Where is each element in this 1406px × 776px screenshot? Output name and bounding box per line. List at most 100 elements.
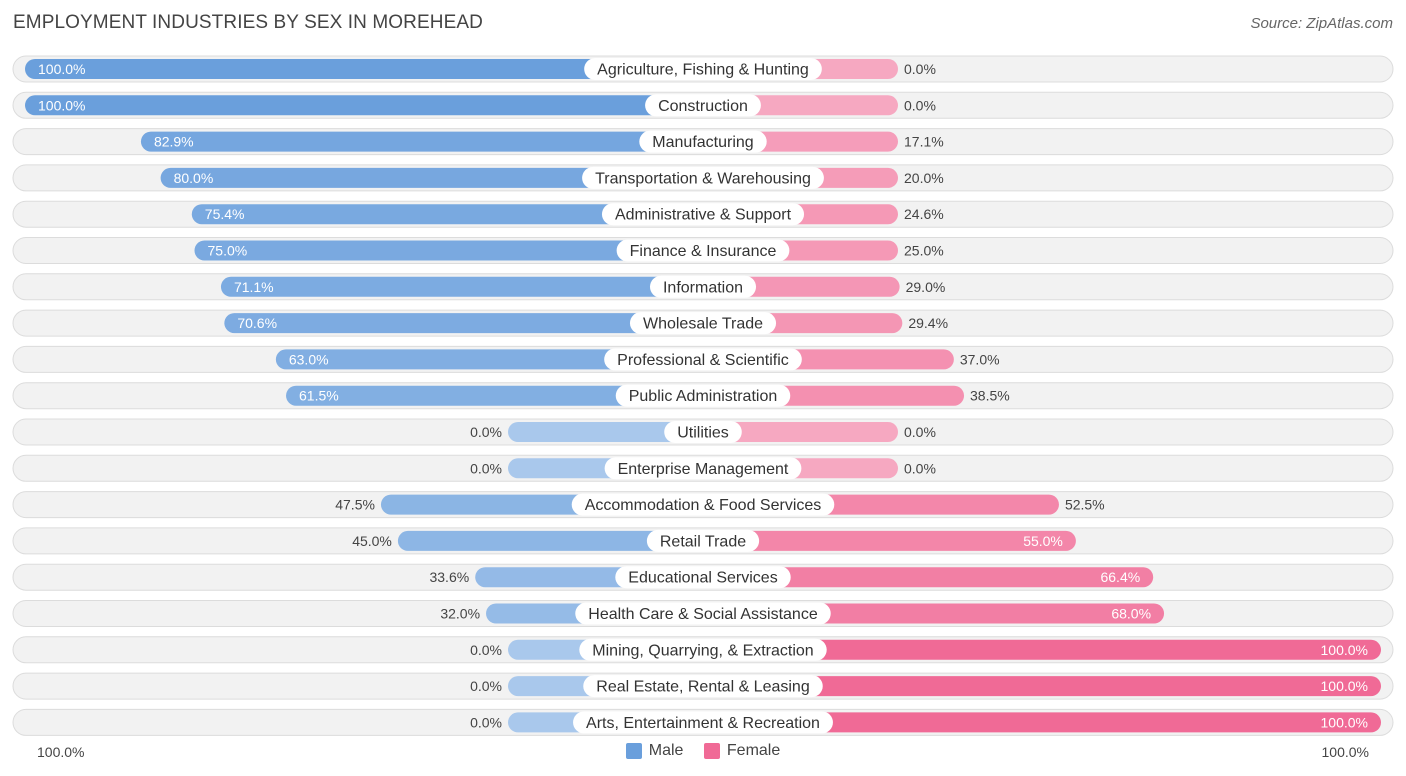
male-value-label: 0.0%	[470, 460, 502, 476]
male-bar	[25, 59, 703, 79]
category-label: Administrative & Support	[615, 207, 792, 224]
female-bar	[703, 530, 1076, 551]
male-bar	[275, 349, 703, 370]
category-label: Retail Trade	[660, 533, 746, 550]
legend: Male Female	[0, 742, 1406, 764]
male-value-label: 0.0%	[470, 714, 502, 730]
female-value-label: 17.1%	[904, 134, 944, 150]
male-value-label: 63.0%	[289, 351, 329, 367]
chart-row: Manufacturing 82.9% 17.1%	[12, 128, 1394, 156]
female-bar	[703, 567, 1154, 588]
male-value-label: 45.0%	[352, 533, 392, 549]
chart-row: Finance & Insurance 75.0% 25.0%	[12, 237, 1394, 264]
chart-canvas: Agriculture, Fishing & Hunting 100.0% 0.0%…	[12, 55, 1394, 736]
male-value-label: 100.0%	[38, 61, 85, 77]
chart-row: Public Administration 61.5% 38.5%	[12, 382, 1394, 410]
male-bar	[508, 422, 703, 442]
chart-row: Mining, Quarrying, & Extraction 0.0% 100.0…	[12, 636, 1394, 664]
male-value-label: 47.5%	[335, 497, 375, 513]
male-value-label: 33.6%	[429, 569, 469, 585]
female-bar	[703, 639, 1381, 660]
category-label: Enterprise Management	[618, 461, 789, 478]
category-label-pill	[584, 58, 822, 80]
category-label-pill	[582, 166, 824, 189]
male-value-label: 0.0%	[470, 642, 502, 658]
male-bar	[194, 240, 703, 261]
chart-row: Educational Services 33.6% 66.4%	[12, 563, 1394, 591]
category-label-pill	[604, 457, 802, 480]
category-label-pill	[616, 239, 790, 262]
male-bar	[160, 167, 704, 188]
female-value-label: 0.0%	[904, 424, 936, 440]
female-value-label: 0.0%	[904, 61, 936, 77]
female-bar	[703, 676, 1381, 697]
category-label: Wholesale Trade	[643, 316, 763, 333]
category-label-pill	[649, 275, 757, 298]
male-value-label: 0.0%	[470, 424, 502, 440]
male-bar	[191, 204, 703, 225]
female-value-label: 38.5%	[970, 388, 1010, 404]
chart-row: Construction 100.0% 0.0%	[12, 91, 1394, 119]
axis-right-label: 100.0%	[1321, 744, 1369, 760]
chart-row: Utilities 0.0% 0.0%	[12, 418, 1394, 446]
legend-item-female: Female	[703, 742, 781, 760]
male-value-label: 82.9%	[154, 134, 194, 150]
category-label-pill	[604, 348, 802, 371]
category-label-pill	[615, 384, 791, 407]
female-value-label: 29.4%	[908, 315, 948, 331]
female-value-label: 55.0%	[1023, 533, 1063, 549]
female-value-label: 20.0%	[904, 170, 944, 186]
category-label: Information	[663, 279, 743, 296]
female-value-label: 37.0%	[960, 351, 1000, 367]
category-label: Health Care & Social Assistance	[588, 606, 818, 623]
axis-left-label: 100.0%	[37, 744, 85, 760]
female-value-label: 29.0%	[906, 279, 946, 295]
female-value-label: 100.0%	[1321, 642, 1368, 658]
male-value-label: 0.0%	[470, 678, 502, 694]
male-bar	[286, 385, 703, 406]
category-label-pill	[579, 638, 827, 661]
category-label: Construction	[658, 98, 748, 115]
category-label-pill	[601, 203, 805, 226]
chart-row: Accommodation & Food Services 47.5% 52.5%	[12, 491, 1394, 519]
category-label-pill	[575, 602, 831, 625]
category-label: Real Estate, Rental & Leasing	[596, 679, 809, 696]
category-label: Public Administration	[629, 388, 778, 405]
male-value-label: 100.0%	[38, 97, 85, 113]
female-bar	[703, 422, 898, 442]
male-value-label: 61.5%	[299, 388, 339, 404]
chart-title: EMPLOYMENT INDUSTRIES BY SEX IN MOREHEAD	[13, 12, 483, 33]
chart-row: Agriculture, Fishing & Hunting 100.0% 0.0%	[12, 55, 1394, 83]
category-label-pill	[639, 130, 767, 153]
legend-swatch-female	[703, 743, 720, 759]
category-label-pill	[646, 529, 760, 552]
female-value-label: 68.0%	[1111, 606, 1151, 622]
female-value-label: 24.6%	[904, 206, 944, 222]
chart-row: Health Care & Social Assistance 32.0% 68.0…	[12, 600, 1394, 627]
male-value-label: 32.0%	[440, 606, 480, 622]
category-label: Professional & Scientific	[617, 352, 789, 369]
female-value-label: 100.0%	[1321, 714, 1368, 730]
legend-label-female: Female	[726, 742, 781, 759]
category-label: Arts, Entertainment & Recreation	[586, 715, 820, 732]
male-bar	[25, 95, 703, 116]
male-value-label: 71.1%	[234, 279, 274, 295]
chart-row: Enterprise Management 0.0% 0.0%	[12, 454, 1394, 482]
legend-item-male: Male	[625, 742, 683, 760]
male-bar	[397, 530, 703, 551]
male-value-label: 75.0%	[208, 243, 248, 259]
category-label-pill	[664, 421, 742, 443]
female-value-label: 25.0%	[904, 243, 944, 259]
category-label: Utilities	[677, 425, 729, 442]
chart-row: Arts, Entertainment & Recreation 0.0% 100.…	[12, 708, 1394, 736]
male-bar	[140, 131, 704, 152]
category-label: Finance & Insurance	[630, 243, 777, 260]
female-value-label: 0.0%	[904, 460, 936, 476]
female-value-label: 52.5%	[1065, 497, 1105, 513]
category-label-pill	[645, 94, 761, 117]
chart-row: Retail Trade 45.0% 55.0%	[12, 527, 1394, 555]
female-value-label: 100.0%	[1321, 678, 1368, 694]
chart-row: Real Estate, Rental & Leasing 0.0% 100.0%	[12, 672, 1394, 700]
chart-row: Wholesale Trade 70.6% 29.4%	[12, 309, 1394, 337]
source-label: Source: ZipAtlas.com	[1250, 15, 1393, 32]
